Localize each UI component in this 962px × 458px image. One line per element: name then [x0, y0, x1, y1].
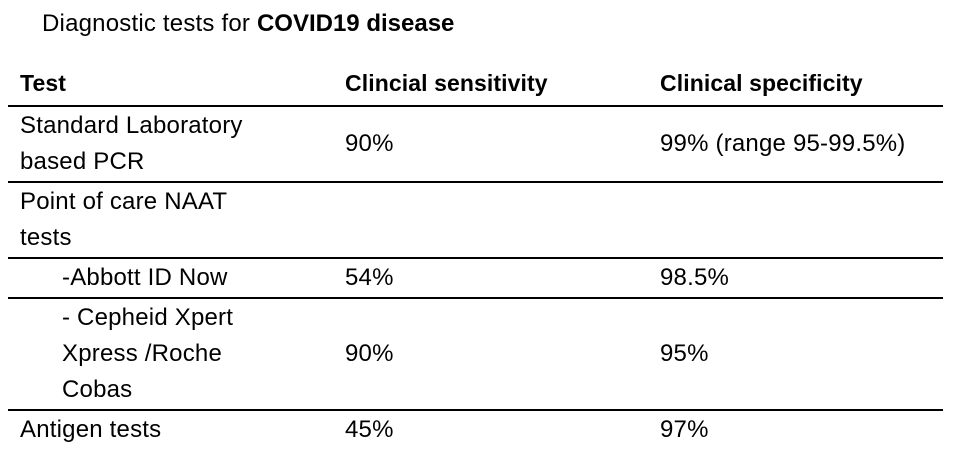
- specificity-cell: [648, 182, 943, 259]
- table-row: Standard Laboratory based PCR 90% 99% (ran…: [8, 106, 943, 183]
- test-cell: Standard Laboratory based PCR: [8, 106, 333, 183]
- table-title: Diagnostic tests for COVID19 disease: [42, 8, 962, 40]
- diagnostic-tests-table: Test Clincial sensitivity Clinical specifi…: [8, 66, 943, 449]
- title-prefix: Diagnostic tests for: [42, 10, 257, 37]
- test-cell: -Abbott ID Now: [8, 258, 333, 299]
- specificity-cell: 98.5%: [648, 258, 943, 299]
- specificity-cell: 95%: [648, 298, 943, 411]
- table-row: -Abbott ID Now 54% 98.5%: [8, 258, 943, 299]
- sensitivity-cell: 90%: [333, 106, 648, 183]
- title-bold-subject: COVID19 disease: [256, 10, 455, 37]
- specificity-cell: 97%: [660, 416, 709, 443]
- table-row: - Cepheid Xpert Xpress /Roche Cobas 90% 95…: [8, 298, 943, 411]
- sensitivity-cell: [333, 182, 648, 259]
- test-cell: Point of care NAAT tests: [8, 182, 333, 259]
- column-header-specificity: Clinical specificity: [648, 66, 943, 107]
- specificity-cell: 99% (range 95-99.5%): [648, 106, 943, 183]
- test-cell: - Cepheid Xpert Xpress /Roche Cobas: [8, 298, 333, 411]
- sensitivity-cell: 45%: [345, 416, 394, 443]
- sensitivity-cell: 90%: [333, 298, 648, 411]
- sensitivity-cell: 54%: [333, 258, 648, 299]
- table-row: Point of care NAAT tests: [8, 182, 943, 259]
- test-cell: Antigen tests: [20, 416, 162, 443]
- table-row: Antigen tests 45% 97%: [8, 410, 943, 449]
- column-header-test: Test: [8, 66, 333, 107]
- column-header-sensitivity: Clincial sensitivity: [333, 66, 648, 107]
- page: Diagnostic tests for COVID19 disease Tes…: [0, 8, 962, 458]
- header-row: Test Clincial sensitivity Clinical specifi…: [8, 66, 943, 107]
